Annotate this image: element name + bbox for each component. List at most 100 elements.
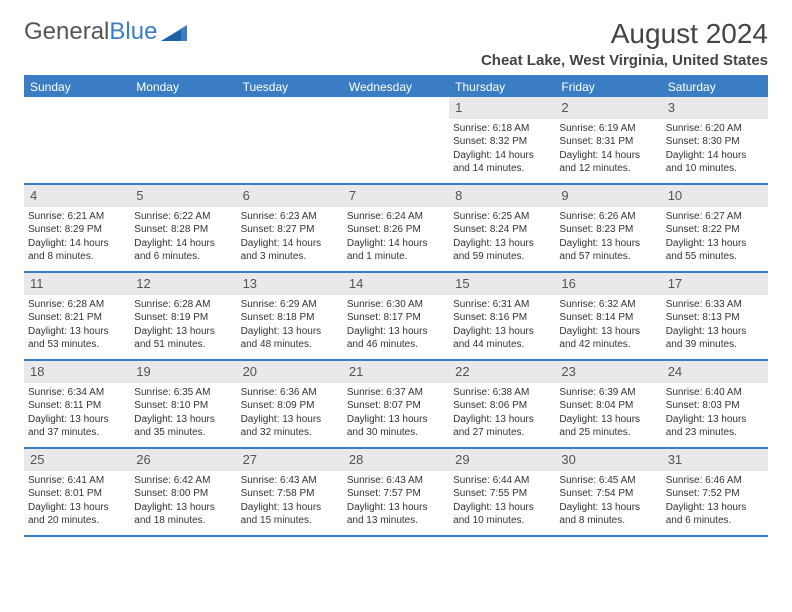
- sunrise-text: Sunrise: 6:36 AM: [241, 386, 339, 400]
- sunrise-text: Sunrise: 6:20 AM: [666, 122, 764, 136]
- sunset-text: Sunset: 8:11 PM: [28, 399, 126, 413]
- daylight-text: Daylight: 13 hours and 53 minutes.: [28, 325, 126, 352]
- daylight-text: Daylight: 13 hours and 18 minutes.: [134, 501, 232, 528]
- calendar: Sunday Monday Tuesday Wednesday Thursday…: [24, 75, 768, 537]
- calendar-cell: [24, 97, 130, 183]
- page-header: GeneralBlue August 2024 Cheat Lake, West…: [24, 18, 768, 69]
- sunset-text: Sunset: 8:00 PM: [134, 487, 232, 501]
- day-number: 24: [662, 361, 768, 383]
- calendar-week-row: 11Sunrise: 6:28 AMSunset: 8:21 PMDayligh…: [24, 273, 768, 361]
- day-number: 10: [662, 185, 768, 207]
- daylight-text: Daylight: 13 hours and 42 minutes.: [559, 325, 657, 352]
- sunset-text: Sunset: 8:22 PM: [666, 223, 764, 237]
- calendar-cell: 9Sunrise: 6:26 AMSunset: 8:23 PMDaylight…: [555, 185, 661, 271]
- calendar-cell: 4Sunrise: 6:21 AMSunset: 8:29 PMDaylight…: [24, 185, 130, 271]
- sunset-text: Sunset: 8:01 PM: [28, 487, 126, 501]
- day-number: 9: [555, 185, 661, 207]
- day-number: 30: [555, 449, 661, 471]
- daylight-text: Daylight: 13 hours and 35 minutes.: [134, 413, 232, 440]
- sunrise-text: Sunrise: 6:32 AM: [559, 298, 657, 312]
- day-number: 17: [662, 273, 768, 295]
- calendar-cell: 21Sunrise: 6:37 AMSunset: 8:07 PMDayligh…: [343, 361, 449, 447]
- weekday-header: Friday: [555, 77, 661, 97]
- day-number: 23: [555, 361, 661, 383]
- daylight-text: Daylight: 13 hours and 39 minutes.: [666, 325, 764, 352]
- sunset-text: Sunset: 8:19 PM: [134, 311, 232, 325]
- calendar-cell: 20Sunrise: 6:36 AMSunset: 8:09 PMDayligh…: [237, 361, 343, 447]
- daylight-text: Daylight: 13 hours and 32 minutes.: [241, 413, 339, 440]
- calendar-week-row: 18Sunrise: 6:34 AMSunset: 8:11 PMDayligh…: [24, 361, 768, 449]
- sunrise-text: Sunrise: 6:29 AM: [241, 298, 339, 312]
- sunrise-text: Sunrise: 6:22 AM: [134, 210, 232, 224]
- day-number: 11: [24, 273, 130, 295]
- calendar-cell: 11Sunrise: 6:28 AMSunset: 8:21 PMDayligh…: [24, 273, 130, 359]
- calendar-cell: 17Sunrise: 6:33 AMSunset: 8:13 PMDayligh…: [662, 273, 768, 359]
- calendar-cell: 8Sunrise: 6:25 AMSunset: 8:24 PMDaylight…: [449, 185, 555, 271]
- calendar-cell: 13Sunrise: 6:29 AMSunset: 8:18 PMDayligh…: [237, 273, 343, 359]
- calendar-cell: 3Sunrise: 6:20 AMSunset: 8:30 PMDaylight…: [662, 97, 768, 183]
- sunset-text: Sunset: 8:27 PM: [241, 223, 339, 237]
- calendar-cell: 24Sunrise: 6:40 AMSunset: 8:03 PMDayligh…: [662, 361, 768, 447]
- brand-triangle-icon: [161, 23, 187, 41]
- day-number: 3: [662, 97, 768, 119]
- sunrise-text: Sunrise: 6:31 AM: [453, 298, 551, 312]
- sunset-text: Sunset: 8:30 PM: [666, 135, 764, 149]
- daylight-text: Daylight: 14 hours and 6 minutes.: [134, 237, 232, 264]
- day-number: 6: [237, 185, 343, 207]
- sunset-text: Sunset: 7:55 PM: [453, 487, 551, 501]
- daylight-text: Daylight: 13 hours and 51 minutes.: [134, 325, 232, 352]
- daylight-text: Daylight: 13 hours and 10 minutes.: [453, 501, 551, 528]
- calendar-cell: 12 Sunrise: 6:28 AMSunset: 8:19 PMDayligh…: [130, 273, 236, 359]
- daylight-text: Daylight: 13 hours and 59 minutes.: [453, 237, 551, 264]
- day-number: 12: [130, 273, 236, 295]
- sunrise-text: Sunrise: 6:41 AM: [28, 474, 126, 488]
- sunset-text: Sunset: 7:54 PM: [559, 487, 657, 501]
- day-number: 25: [24, 449, 130, 471]
- day-number: 13: [237, 273, 343, 295]
- day-number: 16: [555, 273, 661, 295]
- weekday-header: Thursday: [449, 77, 555, 97]
- calendar-cell: 15Sunrise: 6:31 AMSunset: 8:16 PMDayligh…: [449, 273, 555, 359]
- sunrise-text: Sunrise: 6:23 AM: [241, 210, 339, 224]
- daylight-text: Daylight: 14 hours and 3 minutes.: [241, 237, 339, 264]
- sunset-text: Sunset: 8:18 PM: [241, 311, 339, 325]
- sunset-text: Sunset: 8:17 PM: [347, 311, 445, 325]
- daylight-text: Daylight: 14 hours and 1 minute.: [347, 237, 445, 264]
- calendar-body: 1Sunrise: 6:18 AMSunset: 8:32 PMDaylight…: [24, 97, 768, 537]
- sunset-text: Sunset: 8:06 PM: [453, 399, 551, 413]
- calendar-cell: 18Sunrise: 6:34 AMSunset: 8:11 PMDayligh…: [24, 361, 130, 447]
- sunset-text: Sunset: 8:03 PM: [666, 399, 764, 413]
- weekday-header: Wednesday: [343, 77, 449, 97]
- sunrise-text: Sunrise: 6:25 AM: [453, 210, 551, 224]
- sunrise-text: Sunrise: 6:34 AM: [28, 386, 126, 400]
- sunrise-text: Sunrise: 6:46 AM: [666, 474, 764, 488]
- sunrise-text: Sunrise: 6:28 AM: [134, 298, 232, 312]
- daylight-text: Daylight: 13 hours and 46 minutes.: [347, 325, 445, 352]
- calendar-cell: 30Sunrise: 6:45 AMSunset: 7:54 PMDayligh…: [555, 449, 661, 535]
- daylight-text: Daylight: 13 hours and 6 minutes.: [666, 501, 764, 528]
- brand-text-a: General: [24, 18, 109, 46]
- weekday-header-row: Sunday Monday Tuesday Wednesday Thursday…: [24, 77, 768, 97]
- daylight-text: Daylight: 14 hours and 8 minutes.: [28, 237, 126, 264]
- calendar-cell: 7Sunrise: 6:24 AMSunset: 8:26 PMDaylight…: [343, 185, 449, 271]
- sunrise-text: Sunrise: 6:26 AM: [559, 210, 657, 224]
- sunset-text: Sunset: 8:26 PM: [347, 223, 445, 237]
- sunrise-text: Sunrise: 6:18 AM: [453, 122, 551, 136]
- calendar-cell: 6 Sunrise: 6:23 AMSunset: 8:27 PMDaylight…: [237, 185, 343, 271]
- sunrise-text: Sunrise: 6:19 AM: [559, 122, 657, 136]
- sunset-text: Sunset: 8:07 PM: [347, 399, 445, 413]
- calendar-cell: 29Sunrise: 6:44 AMSunset: 7:55 PMDayligh…: [449, 449, 555, 535]
- day-number: 29: [449, 449, 555, 471]
- sunset-text: Sunset: 7:52 PM: [666, 487, 764, 501]
- calendar-cell: [237, 97, 343, 183]
- sunrise-text: Sunrise: 6:45 AM: [559, 474, 657, 488]
- daylight-text: Daylight: 13 hours and 15 minutes.: [241, 501, 339, 528]
- sunset-text: Sunset: 8:24 PM: [453, 223, 551, 237]
- sunset-text: Sunset: 8:32 PM: [453, 135, 551, 149]
- calendar-cell: 31Sunrise: 6:46 AMSunset: 7:52 PMDayligh…: [662, 449, 768, 535]
- sunrise-text: Sunrise: 6:28 AM: [28, 298, 126, 312]
- day-number: 26: [130, 449, 236, 471]
- sunrise-text: Sunrise: 6:24 AM: [347, 210, 445, 224]
- sunrise-text: Sunrise: 6:43 AM: [347, 474, 445, 488]
- calendar-cell: [130, 97, 236, 183]
